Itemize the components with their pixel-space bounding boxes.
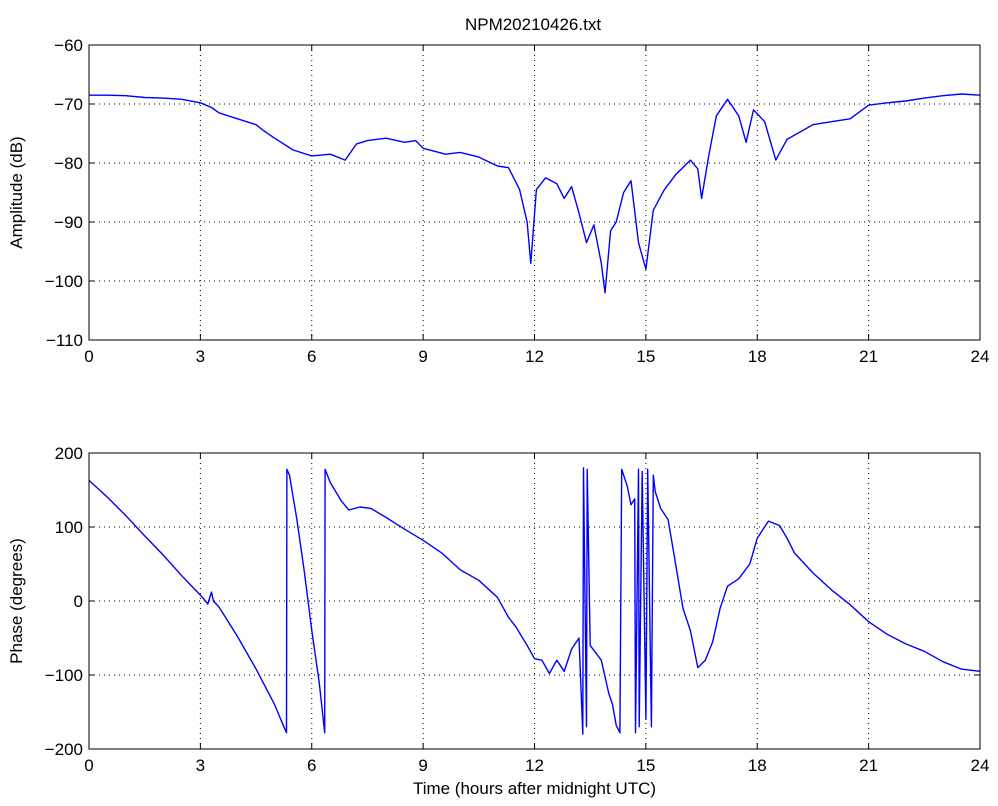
amplitude-x-tick-label: 12 [525,347,544,366]
phase-x-tick-label: 24 [971,756,990,775]
phase-x-tick-label: 3 [196,756,205,775]
amplitude-y-tick-label: −60 [54,36,83,55]
phase-x-tick-label: 0 [84,756,93,775]
amplitude-x-tick-label: 3 [196,347,205,366]
amplitude-y-ticks: −110 −100 −90 −80 −70 −60 [45,36,980,350]
amplitude-x-tick-label: 0 [84,347,93,366]
phase-y-ticks: −200 −100 0 100 200 [45,444,980,759]
amplitude-y-tick-label: −100 [45,272,83,291]
phase-y-tick-label: −100 [45,666,83,685]
chart-title: NPM20210426.txt [465,15,601,34]
amplitude-x-tick-label: 9 [418,347,427,366]
amplitude-y-axis-label: Amplitude (dB) [7,136,26,248]
amplitude-x-tick-label: 18 [748,347,767,366]
amplitude-y-tick-label: −110 [46,331,83,350]
phase-y-tick-label: 200 [55,444,83,463]
amplitude-trace [89,93,981,294]
phase-x-tick-label: 9 [418,756,427,775]
amplitude-panel: 0 3 6 9 12 15 18 21 24 −110 −100 −90 −80 −70 −60 Ampl… [7,36,989,366]
phase-panel: 0 3 6 9 12 15 18 21 24 −200 −100 0 100 200 Phase (de… [7,444,989,798]
phase-y-axis-label: Phase (degrees) [7,538,26,664]
amplitude-x-tick-label: 21 [859,347,878,366]
phase-x-tick-label: 12 [525,756,544,775]
phase-x-tick-label: 18 [748,756,767,775]
phase-y-tick-label: 0 [74,592,83,611]
phase-grid [89,453,980,749]
amplitude-y-tick-label: −80 [54,154,83,173]
phase-y-tick-label: −200 [45,740,83,759]
phase-x-axis-label: Time (hours after midnight UTC) [413,779,656,798]
amplitude-x-tick-label: 6 [307,347,316,366]
phase-x-tick-label: 6 [307,756,316,775]
amplitude-x-tick-label: 24 [971,347,990,366]
phase-x-tick-label: 15 [636,756,655,775]
phase-trace [88,467,981,735]
phase-x-tick-label: 21 [859,756,878,775]
phase-x-ticks: 0 3 6 9 12 15 18 21 24 [84,453,989,775]
amplitude-x-ticks: 0 3 6 9 12 15 18 21 24 [84,45,989,366]
amplitude-x-tick-label: 15 [636,347,655,366]
amplitude-grid [89,45,980,340]
amplitude-y-tick-label: −70 [54,95,83,114]
phase-y-tick-label: 100 [55,518,83,537]
amplitude-y-tick-label: −90 [54,213,83,232]
